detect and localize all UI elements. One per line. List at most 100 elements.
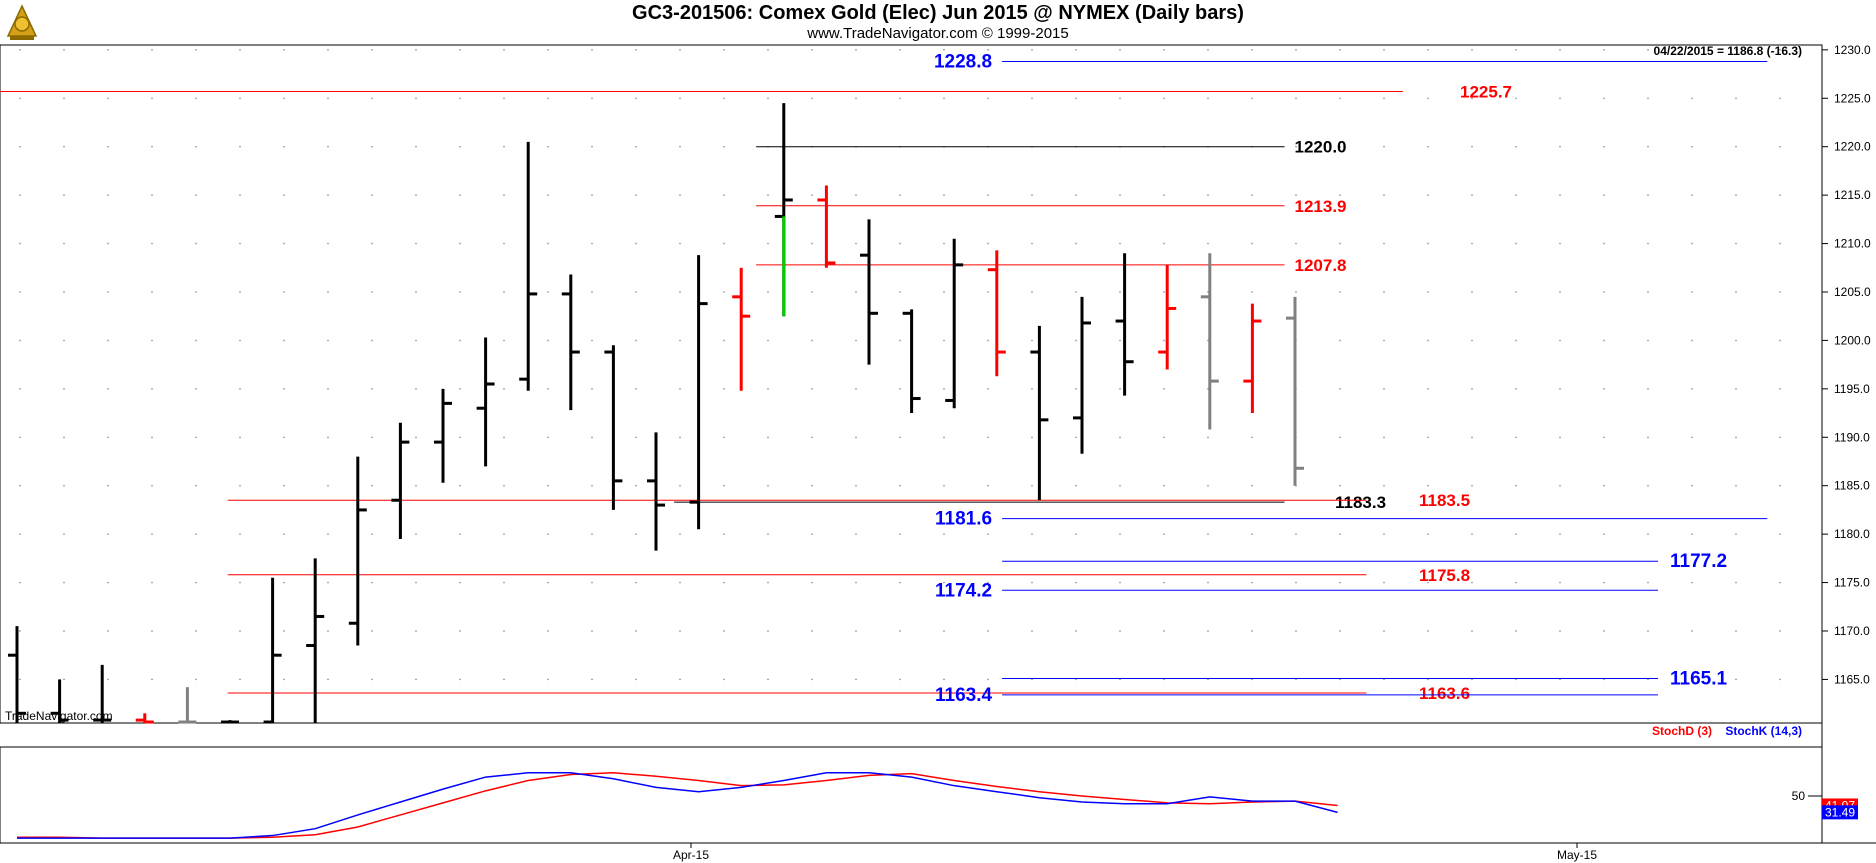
- grid-dot: [283, 97, 285, 100]
- grid-dot: [1163, 49, 1165, 51]
- grid-dot: [283, 49, 285, 51]
- grid-dot: [635, 678, 637, 681]
- grid-dot: [1779, 388, 1781, 390]
- grid-dot: [503, 194, 505, 196]
- grid-dot: [283, 242, 285, 245]
- grid-dot: [1339, 533, 1341, 535]
- grid-dot: [195, 97, 197, 100]
- grid-dot: [943, 339, 945, 342]
- grid-dot: [19, 436, 21, 439]
- grid-dot: [723, 678, 725, 681]
- grid-dot: [1779, 484, 1781, 487]
- grid-dot: [987, 97, 989, 100]
- grid-dot: [19, 388, 21, 390]
- grid-dot: [723, 97, 725, 100]
- grid-dot: [1779, 533, 1781, 535]
- grid-dot: [371, 630, 373, 632]
- grid-dot: [1207, 242, 1209, 245]
- grid-dot: [1031, 339, 1033, 342]
- grid-dot: [151, 145, 153, 148]
- grid-dot: [1515, 388, 1517, 390]
- grid-dot: [635, 291, 637, 293]
- grid-dot: [1075, 388, 1077, 390]
- y-tick-label: 1220.0: [1834, 140, 1871, 154]
- y-tick-label: 1195.0: [1834, 382, 1870, 396]
- grid-dot: [283, 291, 285, 293]
- grid-dot: [1559, 581, 1561, 584]
- grid-dot: [767, 436, 769, 439]
- grid-dot: [767, 242, 769, 245]
- grid-dot: [459, 388, 461, 390]
- x-tick-label: Apr-15: [673, 848, 709, 862]
- grid-dot: [63, 581, 65, 584]
- grid-dot: [1471, 678, 1473, 681]
- grid-dot: [1779, 630, 1781, 632]
- grid-dot: [151, 630, 153, 632]
- y-tick-label: 1215.0: [1834, 188, 1871, 202]
- grid-dot: [63, 630, 65, 632]
- grid-dot: [1339, 581, 1341, 584]
- grid-dot: [1075, 242, 1077, 245]
- grid-dot: [1075, 339, 1077, 342]
- grid-dot: [459, 49, 461, 51]
- grid-dot: [1075, 49, 1077, 51]
- grid-dot: [1207, 97, 1209, 100]
- grid-dot: [723, 49, 725, 51]
- grid-dot: [1031, 291, 1033, 293]
- grid-dot: [679, 49, 681, 51]
- grid-dot: [943, 678, 945, 681]
- grid-dot: [459, 484, 461, 487]
- grid-dot: [327, 533, 329, 535]
- grid-dot: [63, 533, 65, 535]
- grid-dot: [679, 194, 681, 196]
- grid-dot: [767, 678, 769, 681]
- grid-dot: [1427, 291, 1429, 293]
- grid-dot: [943, 484, 945, 487]
- grid-dot: [195, 49, 197, 51]
- grid-dot: [1339, 630, 1341, 632]
- grid-dot: [107, 581, 109, 584]
- y-tick-label: 1230.0: [1834, 43, 1871, 57]
- grid-dot: [1559, 49, 1561, 51]
- grid-dot: [1119, 339, 1121, 342]
- stoch-line: [17, 772, 1338, 839]
- grid-dot: [327, 145, 329, 148]
- grid-dot: [63, 97, 65, 100]
- grid-dot: [1559, 678, 1561, 681]
- grid-dot: [371, 484, 373, 487]
- grid-dot: [1559, 194, 1561, 196]
- grid-dot: [415, 630, 417, 632]
- grid-dot: [635, 484, 637, 487]
- grid-dot: [107, 145, 109, 148]
- grid-dot: [151, 484, 153, 487]
- grid-dot: [1339, 49, 1341, 51]
- grid-dot: [283, 436, 285, 439]
- grid-dot: [1119, 388, 1121, 390]
- grid-dot: [107, 97, 109, 100]
- grid-dot: [899, 436, 901, 439]
- grid-dot: [1779, 242, 1781, 245]
- grid-dot: [591, 49, 593, 51]
- grid-dot: [459, 194, 461, 196]
- grid-dot: [1251, 484, 1253, 487]
- grid-dot: [1383, 339, 1385, 342]
- grid-dot: [415, 145, 417, 148]
- price-bar: [348, 456, 367, 646]
- grid-dot: [415, 388, 417, 390]
- y-tick-label: 1185.0: [1834, 479, 1870, 493]
- grid-dot: [855, 339, 857, 342]
- grid-dot: [591, 242, 593, 245]
- grid-dot: [19, 484, 21, 487]
- grid-dot: [195, 484, 197, 487]
- price-bar: [817, 185, 836, 268]
- grid-dot: [1383, 49, 1385, 51]
- grid-dot: [1735, 97, 1737, 100]
- y-tick-label: 1175.0: [1834, 576, 1870, 590]
- grid-dot: [283, 630, 285, 632]
- grid-dot: [1471, 242, 1473, 245]
- grid-dot: [1163, 339, 1165, 342]
- price-bar: [732, 267, 751, 391]
- grid-dot: [943, 630, 945, 632]
- grid-dot: [1515, 145, 1517, 148]
